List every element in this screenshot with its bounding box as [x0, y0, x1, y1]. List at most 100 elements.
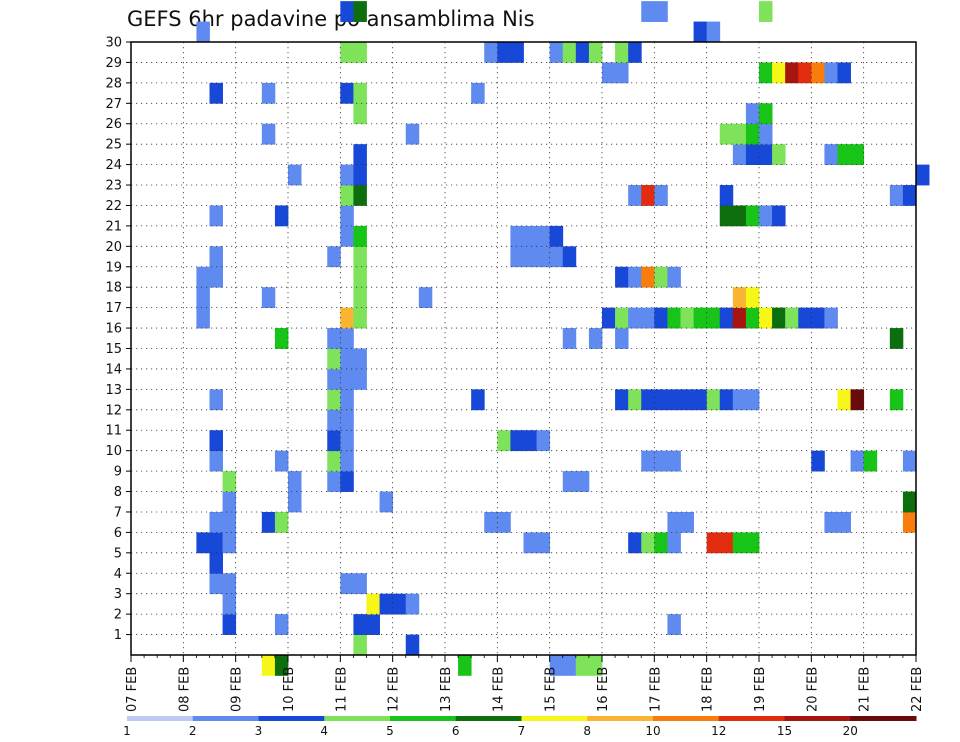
colorbar-label: 7 — [518, 724, 526, 738]
heatmap-cell — [274, 328, 289, 349]
colorbar-label: 5 — [386, 724, 394, 738]
heatmap-cell — [641, 450, 655, 472]
heatmap-cell — [628, 42, 642, 63]
heatmap-cell — [667, 614, 681, 635]
y-tick-label: 28 — [105, 76, 122, 91]
heatmap-cell — [680, 511, 694, 533]
x-tick-label: 16 FEB — [596, 667, 611, 712]
heatmap-cell — [745, 389, 760, 411]
y-tick-label: 12 — [105, 403, 122, 418]
heatmap-cell — [209, 430, 223, 452]
x-tick-label: 12 FEB — [387, 667, 402, 712]
heatmap-cell — [562, 328, 577, 349]
x-tick-label: 10 FEB — [282, 667, 297, 712]
heatmap-cell — [536, 532, 551, 554]
heatmap-cell — [536, 430, 551, 452]
heatmap-cell — [340, 1, 354, 22]
heatmap-cell — [209, 389, 223, 411]
y-tick-label: 23 — [105, 179, 122, 194]
x-tick-label: 13 FEB — [439, 667, 454, 712]
heatmap-cell — [562, 471, 577, 492]
x-axis: 07 FEB 08 FEB 09 FEB 10 FEB 11 FEB 12 FEB 13 F… — [125, 655, 925, 712]
heatmap-cell — [196, 532, 210, 554]
heatmap-cell — [261, 655, 276, 676]
heatmap-cell — [745, 144, 760, 165]
y-tick-label: 8 — [114, 485, 122, 500]
heatmap-cell — [353, 287, 367, 309]
x-tick-label: 14 FEB — [491, 667, 506, 712]
heatmap-cell — [353, 82, 367, 104]
heatmap-cell — [667, 511, 681, 533]
heatmap-cell — [405, 634, 420, 656]
heatmap-cell — [405, 123, 420, 145]
heatmap-cell — [353, 103, 367, 125]
heatmap-cell — [654, 389, 668, 411]
heatmap-cell — [340, 307, 354, 329]
heatmap-cell — [510, 246, 524, 268]
heatmap-cell — [340, 450, 354, 472]
heatmap-cell — [510, 225, 524, 247]
heatmap-cell — [261, 123, 276, 145]
heatmap-cell — [615, 328, 629, 349]
colorbar-label: 6 — [452, 724, 460, 738]
heatmap-cell — [353, 42, 367, 63]
heatmap-cell — [340, 205, 354, 227]
colorbar-swatch — [127, 716, 194, 721]
heatmap-cell — [261, 287, 276, 309]
heatmap-cell — [628, 307, 642, 329]
heatmap-cell — [353, 185, 367, 206]
y-tick-label: 6 — [114, 526, 122, 541]
heatmap-cell — [641, 307, 655, 329]
heatmap-cell — [209, 532, 223, 554]
heatmap-cell — [772, 307, 786, 329]
heatmap-cell — [641, 532, 655, 554]
heatmap-cell — [628, 532, 642, 554]
heatmap-cell — [837, 62, 851, 84]
colorbar-label: 20 — [843, 724, 858, 738]
heatmap-cell — [745, 307, 760, 329]
heatmap-cell — [353, 307, 367, 329]
heatmap-cell — [353, 634, 367, 656]
colorbar-swatch — [850, 716, 917, 721]
heatmap-cell — [549, 225, 564, 247]
heatmap-cell — [850, 450, 865, 472]
heatmap-cell — [772, 62, 786, 84]
heatmap-cell — [732, 205, 747, 227]
heatmap-cell — [222, 573, 237, 595]
heatmap-cell — [680, 307, 694, 329]
heatmap-cell — [719, 205, 734, 227]
colorbar-label: 4 — [320, 724, 328, 738]
heatmap-cell — [327, 389, 341, 411]
x-tick-label: 08 FEB — [177, 667, 192, 712]
heatmap-cell — [274, 205, 289, 227]
heatmap-cells — [196, 1, 930, 676]
heatmap-cell — [759, 1, 773, 22]
heatmap-cell — [732, 307, 747, 329]
y-tick-label: 21 — [105, 219, 122, 234]
y-tick-label: 30 — [105, 36, 122, 51]
heatmap-cell — [562, 246, 577, 268]
plot-frame — [130, 41, 917, 656]
colorbar-swatch — [653, 716, 720, 721]
x-tick-label: 07 FEB — [125, 667, 140, 712]
heatmap-cell — [706, 532, 721, 554]
heatmap-cell — [288, 491, 302, 513]
heatmap-cell — [575, 42, 590, 63]
heatmap-cell — [628, 185, 642, 206]
heatmap-cell — [340, 42, 354, 63]
heatmap-cell — [405, 593, 420, 615]
heatmap-cell — [837, 144, 851, 165]
heatmap-cell — [759, 103, 773, 125]
heatmap-cell — [588, 42, 603, 63]
heatmap-cell — [719, 389, 734, 411]
heatmap-cell — [719, 532, 734, 554]
heatmap-cell — [222, 593, 237, 615]
colorbar-swatch — [455, 716, 522, 721]
heatmap-cell — [745, 205, 760, 227]
y-tick-label: 20 — [105, 240, 122, 255]
heatmap-cell — [327, 409, 341, 431]
heatmap-cell — [654, 532, 668, 554]
heatmap-cell — [654, 307, 668, 329]
heatmap-cell — [222, 511, 237, 533]
